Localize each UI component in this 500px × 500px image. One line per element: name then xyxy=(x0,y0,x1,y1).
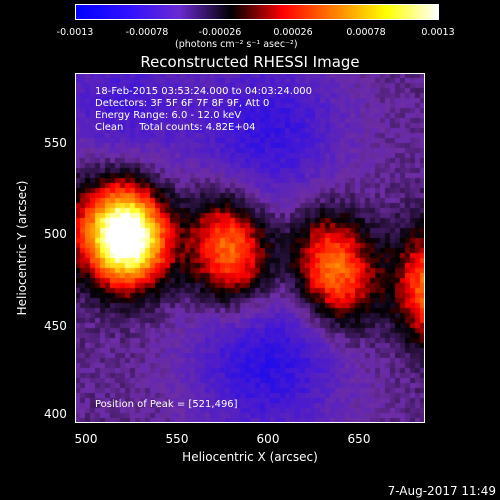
energy-range-label: Energy Range: 6.0 - 12.0 keV xyxy=(95,110,242,121)
chart-title: Reconstructed RHESSI Image xyxy=(140,53,360,71)
colorbar-tick: 0.00026 xyxy=(273,27,313,38)
colorbar-units: (photons cm⁻² s⁻¹ asec⁻²) xyxy=(175,39,298,50)
colorbar-tick: 0.00078 xyxy=(346,27,386,38)
x-tick-label: 650 xyxy=(347,432,371,446)
x-tick-label: 600 xyxy=(256,432,280,446)
colorbar-tick: -0.0013 xyxy=(56,27,94,38)
peak-position-label: Position of Peak = [521,496] xyxy=(95,399,238,410)
y-tick-label: 450 xyxy=(44,319,67,333)
y-tick-label: 550 xyxy=(44,136,67,150)
footer-date: 7-Aug-2017 11:49 xyxy=(387,484,496,498)
x-tick-label: 500 xyxy=(74,432,98,446)
x-tick-label: 550 xyxy=(165,432,189,446)
colorbar xyxy=(75,4,439,20)
x-axis-label: Heliocentric X (arcsec) xyxy=(182,450,318,464)
y-axis-label: Heliocentric Y (arcsec) xyxy=(15,180,29,316)
plot-frame xyxy=(75,73,425,423)
time-range-label: 18-Feb-2015 03:53:24.000 to 04:03:24.000 xyxy=(95,86,313,97)
detectors-label: Detectors: 3F 5F 6F 7F 8F 9F, Att 0 xyxy=(95,98,270,109)
colorbar-tick: 0.0013 xyxy=(421,27,455,38)
colorbar-tick: -0.00078 xyxy=(125,27,169,38)
y-tick-label: 400 xyxy=(44,407,67,421)
y-tick-label: 500 xyxy=(44,227,67,241)
heatmap-image xyxy=(75,73,425,423)
clean-counts-label: Clean Total counts: 4.82E+04 xyxy=(95,122,256,133)
colorbar-tick: -0.00026 xyxy=(198,27,242,38)
